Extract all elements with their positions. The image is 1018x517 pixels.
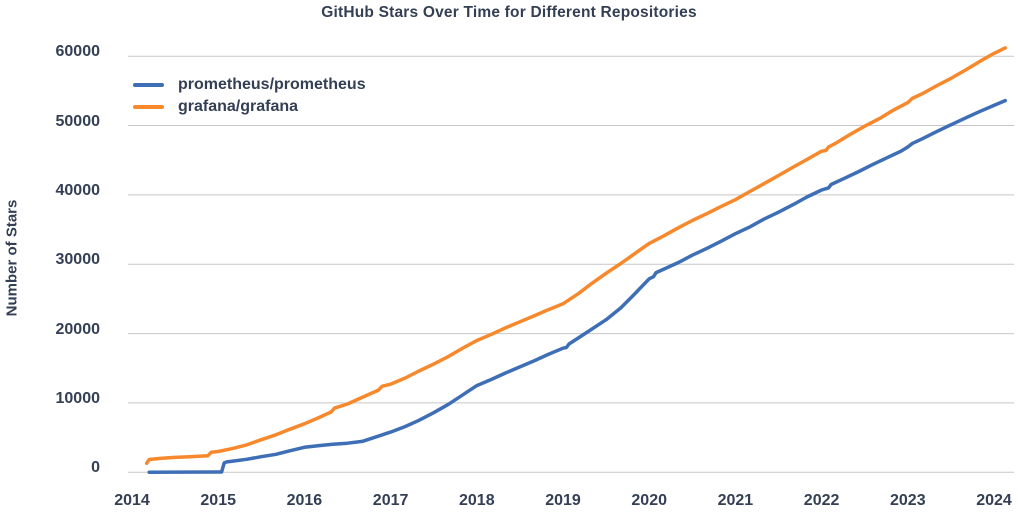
x-tick-label: 2019: [545, 492, 581, 509]
x-tick-label: 2017: [372, 492, 409, 509]
series-line-grafana-grafana: [144, 46, 1007, 466]
y-tick-label: 20000: [55, 320, 101, 338]
y-tick-label: 30000: [55, 251, 101, 269]
legend-swatch-prometheus: [133, 83, 164, 87]
legend-label-grafana: grafana/grafana: [178, 98, 299, 115]
x-tick-label: 2015: [200, 492, 236, 509]
legend-label-prometheus: prometheus/prometheus: [178, 76, 366, 93]
y-tick-label: 50000: [55, 112, 101, 130]
x-tick-label: 2020: [631, 492, 667, 509]
x-tick-label: 2024: [976, 492, 1012, 509]
series-line-prometheus-prometheus: [147, 98, 1007, 474]
y-tick-label: 10000: [55, 389, 101, 407]
legend: prometheus/prometheus grafana/grafana: [133, 74, 366, 118]
legend-item-prometheus: prometheus/prometheus: [133, 74, 366, 96]
x-tick-label: 2023: [890, 492, 926, 509]
chart-title: GitHub Stars Over Time for Different Rep…: [321, 4, 697, 21]
x-tick-label: 2021: [717, 492, 754, 509]
x-tick-label: 2018: [459, 492, 495, 509]
x-tick-label: 2016: [286, 492, 323, 509]
legend-item-grafana: grafana/grafana: [133, 96, 366, 118]
y-tick-label: 0: [91, 459, 100, 477]
x-tick-label: 2022: [803, 492, 840, 509]
y-tick-label: 40000: [55, 181, 101, 199]
x-tick-label: 2014: [114, 492, 150, 509]
legend-swatch-grafana: [133, 105, 164, 109]
y-tick-label: 60000: [55, 43, 101, 61]
